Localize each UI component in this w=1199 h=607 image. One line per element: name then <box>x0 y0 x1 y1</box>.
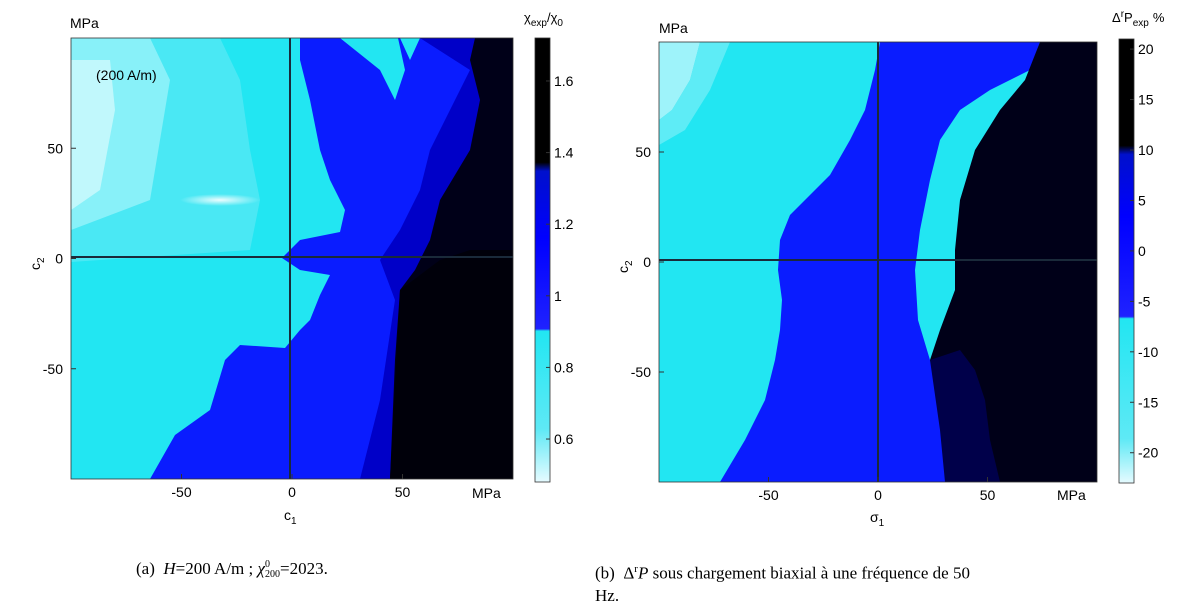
svg-text:c2: c2 <box>615 260 635 273</box>
panel-a-ticks: -50 0 50 50 0 -50 <box>43 140 411 500</box>
panel-a-x-tick-label-2: 50 <box>395 484 411 500</box>
panel-b-heatmap <box>659 42 1097 482</box>
caption-b-line2: Hz. <box>595 585 620 605</box>
panel-a-colorbar-label: χexp/χ0 <box>524 10 563 29</box>
panel-a-black-lower <box>390 250 513 479</box>
panel-a-y-unit: MPa <box>70 15 99 31</box>
panel-a-colorbar-frame <box>534 37 551 483</box>
panel-b-ticks: -50 0 50 50 0 -50 <box>631 144 996 503</box>
panel-a-colorbar-tick-label-3: 1 <box>554 288 562 304</box>
panel-b-ylabel-sub: 2 <box>624 260 635 266</box>
panel-b-ylabel: c2 <box>615 260 635 273</box>
panel-a-colorbar-tick-label-1: 1.4 <box>554 145 574 161</box>
panel-b-cb-label-pct: % <box>1153 10 1165 25</box>
panel-b-colorbar-tick-label-6: -10 <box>1138 344 1158 360</box>
panel-a-colorbar-tick-label-4: 0.8 <box>554 359 574 375</box>
panel-b-xlabel-sub: 1 <box>879 518 885 529</box>
panel-b-colorbar-tick-label-3: 5 <box>1138 192 1146 208</box>
caption-b-prefix: (b) <box>595 563 624 583</box>
caption-a: (a) H=200 A/m ; χ 0 200 =2023. <box>136 558 328 580</box>
panel-b-colorbar-tick-label-7: -15 <box>1138 394 1158 410</box>
panel-b-ylabel-main: c <box>615 266 631 273</box>
panel-a-colorbar-tick-label-0: 1.6 <box>554 73 574 89</box>
panel-b-colorbar <box>1119 39 1134 483</box>
panel-b-colorbar-tick-label-8: -20 <box>1138 445 1158 461</box>
panel-b-y-tick-label-0: 50 <box>635 144 651 160</box>
panel-a-x-tick-label-0: -50 <box>171 484 191 500</box>
panel-b-colorbar-frame <box>1118 38 1135 484</box>
panel-b-colorbar-tick-label-5: -5 <box>1138 293 1151 309</box>
panel-a-cb-label-sub2: 0 <box>557 18 563 29</box>
panel-b-xlabel: σ1 <box>870 509 885 529</box>
panel-b-darkblue-lower <box>930 350 1000 482</box>
panel-b-y-tick-label-1: 0 <box>643 254 651 270</box>
panel-b-light-band <box>659 42 730 145</box>
caption-a-chi: χ <box>257 559 265 578</box>
panel-a-xlabel: c1 <box>284 507 297 527</box>
panel-b-cb-label-sub: exp <box>1133 18 1150 29</box>
caption-b-sup: r <box>634 563 638 575</box>
panel-a-colorbar-ticks: 1.6 1.4 1.2 1 0.8 0.6 <box>546 73 574 447</box>
panel-b-colorbar-tick-label-1: 15 <box>1138 92 1154 108</box>
caption-a-scripts: 0 200 <box>265 560 280 580</box>
caption-a-h: H <box>163 559 176 578</box>
caption-a-prefix: (a) <box>136 559 164 578</box>
panel-b-cb-label-delta: Δ <box>1112 10 1121 25</box>
panel-a-ylabel: c2 <box>27 257 47 270</box>
caption-a-eq2: =2023. <box>280 559 328 578</box>
panel-a-annotation: (200 A/m) <box>96 67 157 83</box>
svg-text:c2: c2 <box>27 257 47 270</box>
panel-b-colorbar-ticks: 20 15 10 5 0 -5 -10 -15 -20 <box>1130 41 1158 461</box>
panel-b-colorbar-tick-label-4: 0 <box>1138 243 1146 259</box>
panel-a-cb-label-main: χ <box>524 10 531 25</box>
panel-a-y-tick-label-1: 0 <box>55 251 63 267</box>
panel-a-x-unit: MPa <box>472 485 501 501</box>
panel-b-cb-label-p: P <box>1124 10 1133 25</box>
panel-a-cyan-notch <box>340 38 405 100</box>
panel-b-y-unit: MPa <box>659 20 688 36</box>
panel-a-y-tick-label-0: 50 <box>47 140 63 156</box>
panel-b-light-corner <box>659 42 700 120</box>
panel-b-y-tick-label-2: -50 <box>631 364 651 380</box>
panel-b-x-tick-label-0: -50 <box>758 487 778 503</box>
panel-a-colorbar-tick-label-5: 0.6 <box>554 431 574 447</box>
panel-b-x-tick-label-1: 0 <box>874 487 882 503</box>
panel-a-xlabel-main: c <box>284 507 291 523</box>
caption-a-eq1: =200 A/m ; <box>175 559 258 578</box>
caption-a-sup: 0 <box>265 559 270 571</box>
caption-b-p: P <box>637 563 649 583</box>
panel-b-x-tick-label-2: 50 <box>980 487 996 503</box>
panel-a-heatmap <box>71 38 513 479</box>
panel-b-colorbar-label: ΔrPexp% <box>1112 9 1165 29</box>
panel-b-colorbar-tick-label-0: 20 <box>1138 41 1154 57</box>
panel-a-colorbar-tick-label-2: 1.2 <box>554 216 574 232</box>
panel-a-y-tick-label-2: -50 <box>43 361 63 377</box>
caption-b-rest: sous chargement biaxial à une fréquence … <box>648 563 970 583</box>
panel-a-xlabel-sub: 1 <box>291 516 297 527</box>
panel-a-x-tick-label-1: 0 <box>288 484 296 500</box>
panel-a-highlight <box>180 194 260 206</box>
caption-b-delta: Δ <box>623 563 635 583</box>
panel-a-cb-label-sub: exp <box>531 18 548 29</box>
panel-b-blue-region <box>720 42 1040 482</box>
panel-b-xlabel-main: σ <box>870 509 879 525</box>
panel-b-x-unit: MPa <box>1057 487 1086 503</box>
panel-a-ylabel-main: c <box>27 263 43 270</box>
panel-b-colorbar-tick-label-2: 10 <box>1138 142 1154 158</box>
panel-a-colorbar <box>535 38 550 482</box>
panel-a-ylabel-sub: 2 <box>36 257 47 263</box>
panel-a-lightest-region <box>71 60 115 210</box>
caption-b: (b) ΔrP sous chargement biaxial à une fr… <box>595 558 1195 607</box>
caption-a-sub: 200 <box>265 569 280 581</box>
panel-a-cb-label-mid: /χ <box>547 10 558 25</box>
panel-b-cb-label-sup: r <box>1121 9 1125 20</box>
